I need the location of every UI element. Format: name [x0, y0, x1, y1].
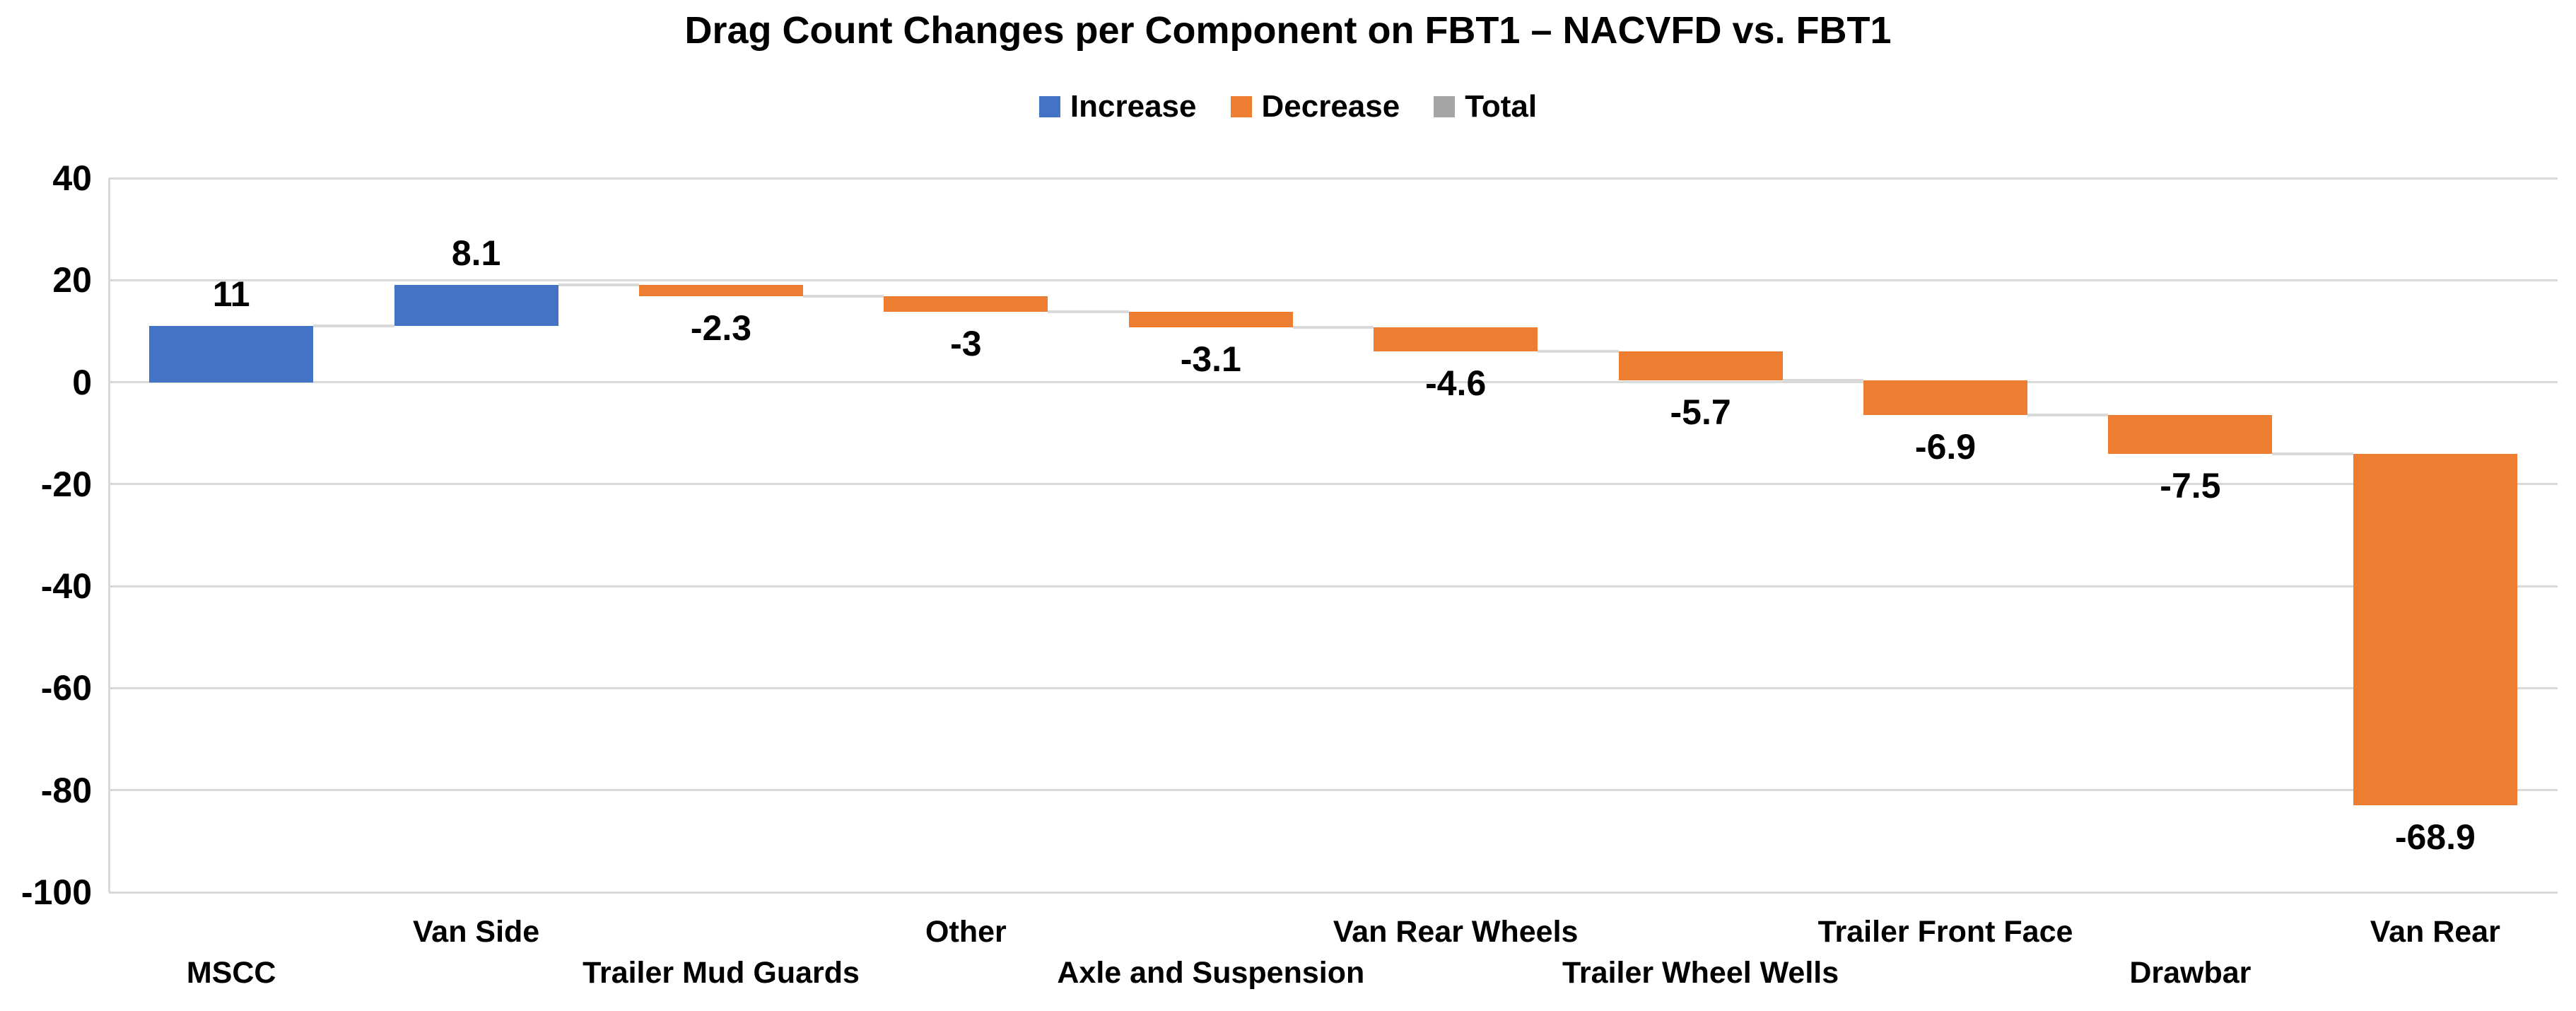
bar-value-label-trailer-wheel-wells: -5.7 [1670, 392, 1731, 432]
waterfall-connector-line [2027, 414, 2109, 417]
gridline-y--80 [109, 789, 2558, 792]
x-axis-category-label-van-rear: Van Rear [2370, 915, 2500, 949]
y-axis-tick-label: -100 [21, 872, 92, 912]
bar-axle-and-suspension [1128, 312, 1293, 328]
waterfall-connector-line [2272, 452, 2353, 455]
gridline-y--60 [109, 686, 2558, 689]
legend-item-increase: Increase [1038, 89, 1197, 124]
y-axis-tick-label: -60 [40, 668, 92, 708]
y-axis-line [108, 178, 110, 892]
legend-item-decrease: Decrease [1230, 89, 1400, 124]
waterfall-connector-line [313, 325, 394, 328]
gridline-y--100 [109, 891, 2558, 894]
bar-drawbar [2108, 415, 2273, 454]
legend-label-total: Total [1465, 89, 1538, 124]
bar-value-label-trailer-mud-guards: -2.3 [690, 308, 752, 349]
y-axis-tick-label: 0 [72, 362, 92, 402]
x-axis-category-label-axle-and-suspension: Axle and Suspension [1057, 956, 1365, 990]
bar-trailer-mud-guards [639, 284, 803, 297]
x-axis-category-label-trailer-wheel-wells: Trailer Wheel Wells [1562, 956, 1839, 990]
bar-value-label-drawbar: -7.5 [2160, 465, 2221, 506]
waterfall-connector-line [1538, 349, 1619, 353]
bar-value-label-mscc: 11 [212, 274, 250, 315]
bar-value-label-van-rear: -68.9 [2394, 817, 2476, 857]
x-axis-category-label-trailer-mud-guards: Trailer Mud Guards [582, 956, 860, 990]
gridline-y-0 [109, 381, 2558, 384]
legend-item-total: Total [1434, 89, 1537, 124]
y-axis-tick-label: -80 [40, 770, 92, 810]
y-axis-tick-label: 20 [52, 260, 92, 300]
waterfall-connector-line [803, 295, 884, 298]
legend-label-decrease: Decrease [1261, 89, 1400, 124]
gridline-y-20 [109, 279, 2558, 281]
decrease-legend-marker-icon [1230, 96, 1252, 117]
y-axis-tick-label: -40 [40, 566, 92, 607]
waterfall-connector-line [558, 283, 639, 286]
x-axis-category-label-van-rear-wheels: Van Rear Wheels [1333, 915, 1579, 949]
bar-value-label-other: -3 [950, 324, 982, 363]
x-axis-category-label-mscc: MSCC [186, 956, 276, 990]
bar-value-label-axle-and-suspension: -3.1 [1180, 339, 1241, 380]
bar-other [884, 296, 1048, 312]
bar-van-side [394, 284, 558, 327]
gridline-y-40 [109, 177, 2558, 180]
chart-legend: Increase Decrease Total [0, 89, 2576, 124]
x-axis-category-label-drawbar: Drawbar [2129, 956, 2252, 990]
gridline-y--40 [109, 585, 2558, 588]
total-legend-marker-icon [1434, 96, 1456, 117]
x-axis-category-label-van-side: Van Side [412, 915, 540, 949]
bar-van-rear-wheels [1374, 327, 1538, 351]
bar-value-label-van-side: 8.1 [451, 233, 501, 273]
bar-van-rear [2353, 453, 2517, 805]
bar-trailer-wheel-wells [1618, 351, 1783, 380]
x-axis-category-label-other: Other [925, 915, 1007, 949]
gridline-y--20 [109, 483, 2558, 486]
increase-legend-marker-icon [1038, 96, 1060, 117]
x-axis-category-label-trailer-front-face: Trailer Front Face [1817, 915, 2073, 949]
legend-label-increase: Increase [1070, 89, 1197, 124]
waterfall-connector-line [1048, 310, 1129, 313]
bar-trailer-front-face [1863, 380, 2027, 416]
y-axis-tick-label: -20 [40, 464, 92, 504]
bar-value-label-trailer-front-face: -6.9 [1914, 427, 1977, 467]
bar-value-label-van-rear-wheels: -4.6 [1425, 363, 1487, 403]
waterfall-connector-line [1292, 326, 1374, 329]
chart-title: Drag Count Changes per Component on FBT1… [684, 9, 1892, 52]
y-axis-tick-label: 40 [52, 158, 92, 198]
bar-mscc [149, 326, 314, 382]
waterfall-connector-line [1782, 378, 1863, 382]
